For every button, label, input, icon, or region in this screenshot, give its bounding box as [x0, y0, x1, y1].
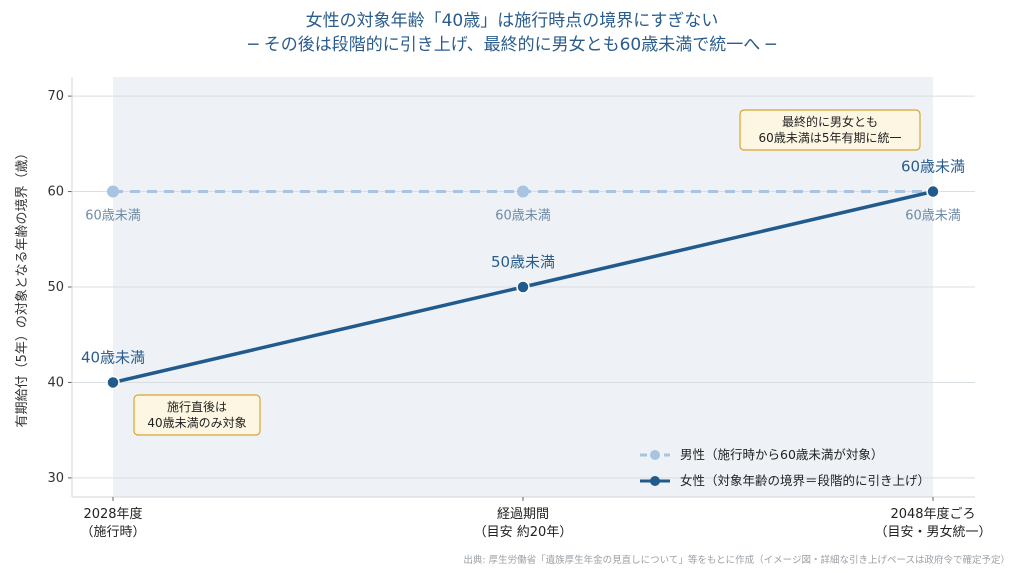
y-tick-label: 40 [47, 375, 64, 390]
annotation-frame [133, 394, 261, 436]
annotation-frame [739, 109, 921, 151]
x-tick-label: 経過期間 [497, 507, 549, 522]
y-axis-label: 有期給付（5年）の対象となる年齢の境界（歳） [15, 147, 30, 428]
y-tick-label: 60 [47, 185, 64, 200]
female-data-point [106, 375, 120, 390]
y-tick-label: 30 [47, 471, 64, 486]
annotation-box: 施行直後は 40歳未満のみ対象 [133, 394, 261, 436]
chart-title: 女性の対象年齢「40歳」は施行時点の境界にすぎない [305, 11, 719, 31]
legend-swatch-point [650, 450, 660, 460]
x-tick-label: 2048年度ごろ [890, 506, 975, 522]
female-data-point [516, 280, 530, 294]
annotation-text: 施行直後は [167, 400, 227, 414]
female-data-point [926, 184, 940, 199]
x-tick-label: （目安 約20年） [474, 525, 573, 540]
x-tick-label: （目安・男女統一） [874, 524, 991, 540]
x-tick-label: （施行時） [80, 525, 145, 540]
annotation-text: 最終的に男女とも [782, 114, 878, 129]
y-tick-label: 50 [47, 280, 64, 295]
female-data-label: 60歳未満 [901, 158, 965, 176]
female-data-label: 50歳未満 [491, 253, 555, 271]
annotation-text: 40歳未満のみ対象 [147, 416, 246, 430]
annotation-text: 60歳未満は5年有期に統一 [759, 131, 902, 145]
source-note: 出典: 厚生労働省「遺族厚生年金の見直しについて」等をもとに作成（イメージ図・詳… [463, 555, 1010, 566]
legend-swatch-point [650, 476, 660, 486]
male-data-label: 60歳未満 [85, 209, 141, 224]
male-data-point [517, 185, 529, 198]
female-data-label: 40歳未満 [81, 348, 145, 366]
male-data-point [107, 185, 119, 198]
male-data-label: 60歳未満 [495, 209, 551, 224]
male-data-label: 60歳未満 [905, 209, 961, 224]
legend-label: 男性（施行時から60歳未満が対象） [680, 447, 883, 462]
chart-subtitle: ─ その後は段階的に引き上げ、最終的に男女とも60歳未満で統一へ ─ [248, 35, 776, 55]
legend: 男性（施行時から60歳未満が対象） 女性（対象年齢の境界＝段階的に引き上げ） [640, 447, 930, 488]
y-tick-label: 70 [47, 89, 64, 104]
annotation-box: 最終的に男女とも 60歳未満は5年有期に統一 [739, 109, 921, 151]
legend-label: 女性（対象年齢の境界＝段階的に引き上げ） [680, 473, 930, 488]
x-tick-label: 2028年度 [83, 506, 142, 522]
